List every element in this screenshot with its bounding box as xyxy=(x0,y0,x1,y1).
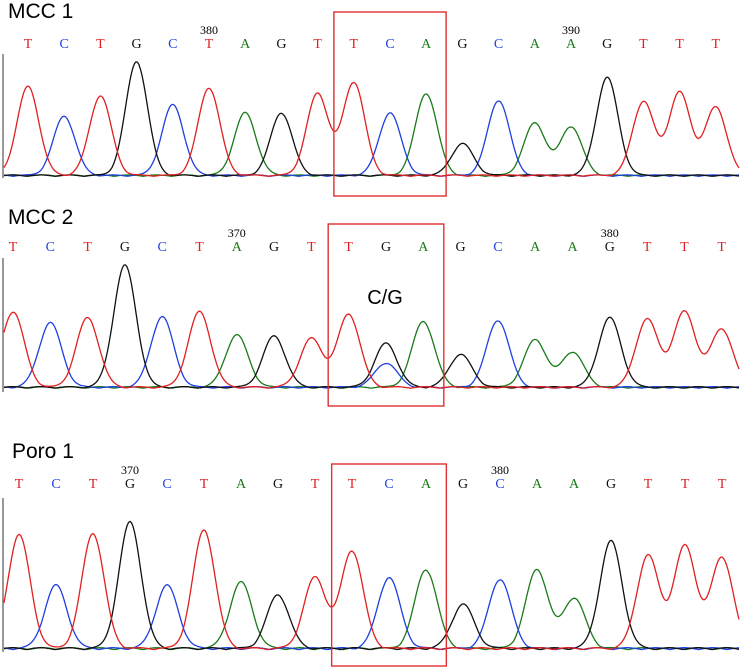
base-call: G xyxy=(132,37,142,52)
base-call: T xyxy=(313,37,322,52)
base-call: G xyxy=(120,240,130,255)
base-call: T xyxy=(712,37,721,52)
base-call: C xyxy=(168,37,177,52)
panel-mcc2: MCC 2 C/G 370 380 T C T G C T A G T T G A G C A A G T T T xyxy=(2,206,740,407)
trace-g xyxy=(3,264,740,389)
base-call: T xyxy=(205,37,214,52)
base-call: T xyxy=(680,240,689,255)
base-call: G xyxy=(456,240,466,255)
base-call: T xyxy=(718,477,727,492)
base-call: G xyxy=(457,37,467,52)
base-call: T xyxy=(83,240,92,255)
base-call: G xyxy=(381,240,391,255)
base-call: C xyxy=(51,477,60,492)
base-call: A xyxy=(240,37,251,52)
base-call: C xyxy=(60,37,69,52)
base-call: T xyxy=(350,37,359,52)
base-call: T xyxy=(195,240,204,255)
base-call: A xyxy=(530,240,541,255)
position-number: 390 xyxy=(562,23,580,37)
base-call: C xyxy=(495,477,504,492)
base-call: T xyxy=(344,240,353,255)
base-call: A xyxy=(569,477,580,492)
mutation-highlight-box xyxy=(330,463,448,667)
base-call: T xyxy=(348,477,357,492)
base-call: T xyxy=(96,37,105,52)
base-call: T xyxy=(200,477,209,492)
trace-t xyxy=(3,81,740,177)
base-call: G xyxy=(458,477,468,492)
base-call: A xyxy=(532,477,543,492)
base-call: T xyxy=(717,240,726,255)
base-call: A xyxy=(566,37,577,52)
trace-a xyxy=(3,320,740,389)
base-call: G xyxy=(273,477,283,492)
base-call: C xyxy=(493,240,502,255)
base-call: A xyxy=(236,477,247,492)
base-call: G xyxy=(269,240,279,255)
base-call: T xyxy=(681,477,690,492)
base-call: T xyxy=(89,477,98,492)
position-number: 370 xyxy=(121,463,139,477)
base-call: T xyxy=(311,477,320,492)
trace-g xyxy=(3,520,740,651)
trace-t xyxy=(3,310,740,389)
base-call: C xyxy=(385,37,394,52)
base-call: A xyxy=(567,240,578,255)
trace-t xyxy=(3,529,740,651)
trace-c xyxy=(3,100,739,177)
base-call: C xyxy=(162,477,171,492)
base-call: G xyxy=(276,37,286,52)
position-number: 380 xyxy=(200,23,218,37)
base-call: A xyxy=(232,240,243,255)
base-call: T xyxy=(644,477,653,492)
mutation-annotation: C/G xyxy=(367,287,403,309)
base-call: C xyxy=(158,240,167,255)
base-call: A xyxy=(421,477,432,492)
base-call: G xyxy=(125,477,135,492)
trace-g xyxy=(3,61,740,177)
base-call: A xyxy=(530,37,541,52)
base-call: T xyxy=(639,37,648,52)
base-call: T xyxy=(15,477,24,492)
trace-a xyxy=(3,568,740,651)
base-call: T xyxy=(24,37,33,52)
mutation-highlight-box xyxy=(333,11,447,197)
base-call: T xyxy=(643,240,652,255)
position-number: 380 xyxy=(601,226,619,240)
trace-c xyxy=(3,576,740,651)
panel-label: MCC 2 xyxy=(8,206,73,229)
panel-label: Poro 1 xyxy=(12,440,74,463)
mutation-highlight-box xyxy=(327,223,445,407)
panel-label: MCC 1 xyxy=(8,0,73,23)
base-call: G xyxy=(605,240,615,255)
base-call: T xyxy=(9,240,18,255)
base-call: G xyxy=(606,477,616,492)
base-call: A xyxy=(421,37,432,52)
position-number: 380 xyxy=(491,463,509,477)
base-call: C xyxy=(384,477,393,492)
base-call: A xyxy=(418,240,429,255)
base-call: T xyxy=(675,37,684,52)
base-call: C xyxy=(46,240,55,255)
base-call: T xyxy=(307,240,316,255)
position-number: 370 xyxy=(228,226,246,240)
base-call: C xyxy=(494,37,503,52)
panel-mcc1: MCC 1 380 390 T C T G C T A G T T C A G C A A G T T T xyxy=(2,0,740,197)
base-call: G xyxy=(602,37,612,52)
panel-poro1: Poro 1 370 380 T C T G C T A G T T C A G C A A G T T T xyxy=(2,440,740,667)
